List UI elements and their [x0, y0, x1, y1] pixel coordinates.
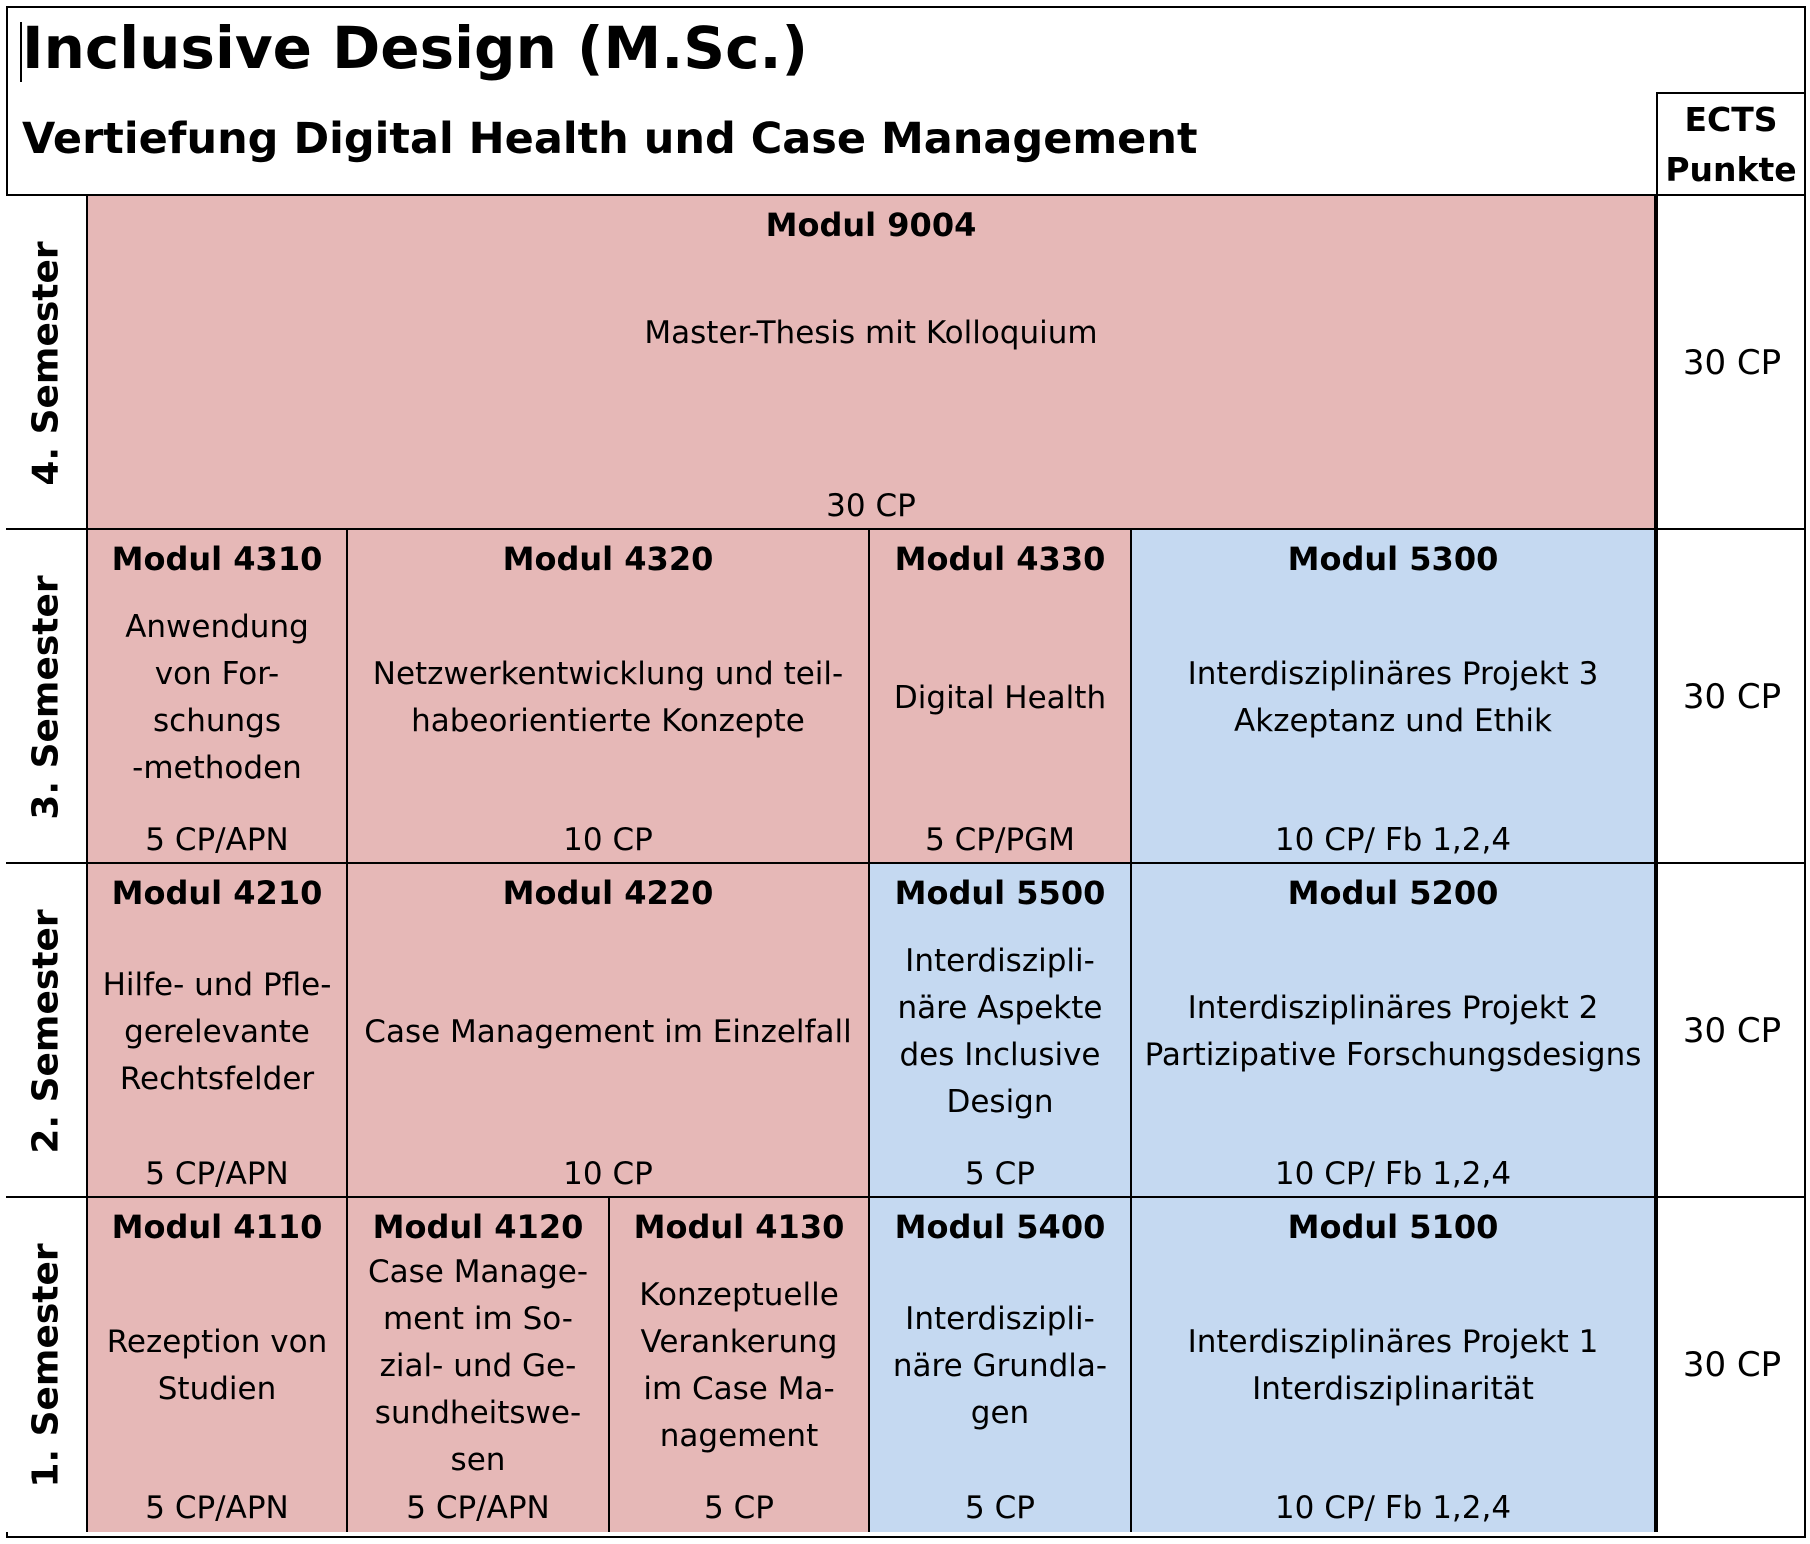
module-title: Digital Health — [893, 679, 1107, 716]
module-cell: Modul 9004 Master-Thesis mit Kolloquium 30… — [88, 196, 1656, 530]
semester-ects: 30 CP — [1656, 196, 1806, 530]
module-cell: Modul 5500 Interdiszipli- näre Aspekte de… — [870, 864, 1132, 1198]
ects-header: ECTS Punkte — [1656, 92, 1804, 196]
semester-label: 1. Semester — [6, 1198, 88, 1532]
module-number: Modul 5200 — [1287, 874, 1499, 912]
semester-label: 3. Semester — [6, 530, 88, 864]
module-number: Modul 5400 — [894, 1208, 1106, 1246]
page-subtitle: Vertiefung Digital Health und Case Manag… — [22, 114, 1198, 164]
module-credits: 5 CP — [704, 1490, 774, 1526]
module-cell: Modul 4130 Konzeptuelle Verankerung im Ca… — [610, 1198, 870, 1532]
module-title: Hilfe- und Pfle- gerelevante Rechtsfelde… — [102, 966, 332, 1097]
module-number: Modul 4120 — [372, 1208, 584, 1246]
row-divider — [6, 194, 1806, 196]
module-credits: 5 CP/PGM — [925, 822, 1075, 858]
semester-label: 4. Semester — [6, 196, 88, 530]
module-title: Interdisziplinäres Projekt 2 Partizipati… — [1144, 990, 1642, 1073]
module-title: Interdiszipli- näre Grundla- gen — [892, 1300, 1108, 1431]
module-credits: 10 CP — [563, 1156, 653, 1192]
page-title: Inclusive Design (M.Sc.) — [22, 14, 809, 82]
ects-header-line2: Punkte — [1665, 150, 1797, 189]
row-divider — [6, 1196, 1806, 1198]
module-cell: Modul 5300 Interdisziplinäres Projekt 3 A… — [1132, 530, 1656, 864]
semester-label: 2. Semester — [6, 864, 88, 1198]
module-number: Modul 4210 — [111, 874, 323, 912]
module-credits: 10 CP/ Fb 1,2,4 — [1274, 1490, 1512, 1526]
module-cell: Modul 4220 Case Management im Einzelfall 1… — [348, 864, 870, 1198]
module-cell: Modul 4210 Hilfe- und Pfle- gerelevante R… — [88, 864, 348, 1198]
module-title: Konzeptuelle Verankerung im Case Ma- nag… — [639, 1277, 839, 1454]
module-number: Modul 9004 — [765, 206, 977, 244]
module-number: Modul 5100 — [1287, 1208, 1499, 1246]
semester-label-text: 1. Semester — [25, 1242, 67, 1488]
module-cell: Modul 4320 Netzwerkentwicklung und teil- … — [348, 530, 870, 864]
module-credits: 30 CP — [826, 488, 916, 524]
module-cell: Modul 5200 Interdisziplinäres Projekt 2 P… — [1132, 864, 1656, 1198]
module-credits: 10 CP/ Fb 1,2,4 — [1274, 822, 1512, 858]
module-title: Rezeption von Studien — [106, 1324, 328, 1407]
module-cell: Modul 4330 Digital Health 5 CP/PGM — [870, 530, 1132, 864]
module-number: Modul 5500 — [894, 874, 1106, 912]
module-title: Interdisziplinäres Projekt 1 Interdiszip… — [1187, 1324, 1599, 1407]
module-cell: Modul 4310 Anwendung von For- schungs -me… — [88, 530, 348, 864]
module-title: Master-Thesis mit Kolloquium — [644, 314, 1098, 351]
module-credits: 5 CP/APN — [145, 822, 289, 858]
row-divider — [6, 528, 1806, 530]
text-cursor — [20, 22, 22, 82]
module-cell: Modul 4120 Case Manage- ment im So- zial-… — [348, 1198, 610, 1532]
module-number: Modul 4330 — [894, 540, 1106, 578]
ects-header-line1: ECTS — [1684, 100, 1778, 139]
semester-label-text: 3. Semester — [25, 574, 67, 820]
row-divider — [6, 862, 1806, 864]
module-title: Interdiszipli- näre Aspekte des Inclusiv… — [897, 943, 1103, 1120]
module-title: Case Management im Einzelfall — [364, 1013, 852, 1050]
module-credits: 10 CP/ Fb 1,2,4 — [1274, 1156, 1512, 1192]
module-number: Modul 4110 — [111, 1208, 323, 1246]
module-credits: 5 CP/APN — [145, 1490, 289, 1526]
module-title: Anwendung von For- schungs -methoden — [125, 609, 309, 786]
semester-label-text: 4. Semester — [25, 240, 67, 486]
module-credits: 10 CP — [563, 822, 653, 858]
module-number: Modul 5300 — [1287, 540, 1499, 578]
module-number: Modul 4310 — [111, 540, 323, 578]
module-title: Interdisziplinäres Projekt 3 Akzeptanz u… — [1187, 656, 1599, 739]
module-title: Netzwerkentwicklung und teil- habeorient… — [372, 656, 844, 739]
module-credits: 5 CP — [965, 1156, 1035, 1192]
module-cell: Modul 5400 Interdiszipli- näre Grundla- g… — [870, 1198, 1132, 1532]
module-credits: 5 CP/APN — [145, 1156, 289, 1192]
module-credits: 5 CP/APN — [406, 1490, 550, 1526]
module-credits: 5 CP — [965, 1490, 1035, 1526]
module-cell: Modul 4110 Rezeption von Studien 5 CP/APN — [88, 1198, 348, 1532]
semester-ects: 30 CP — [1656, 530, 1806, 864]
semester-ects: 30 CP — [1656, 1198, 1806, 1532]
semester-label-text: 2. Semester — [25, 908, 67, 1154]
module-title: Case Manage- ment im So- zial- und Ge- s… — [367, 1253, 589, 1478]
module-number: Modul 4220 — [502, 874, 714, 912]
semester-ects: 30 CP — [1656, 864, 1806, 1198]
module-number: Modul 4320 — [502, 540, 714, 578]
module-cell: Modul 5100 Interdisziplinäres Projekt 1 I… — [1132, 1198, 1656, 1532]
module-number: Modul 4130 — [633, 1208, 845, 1246]
